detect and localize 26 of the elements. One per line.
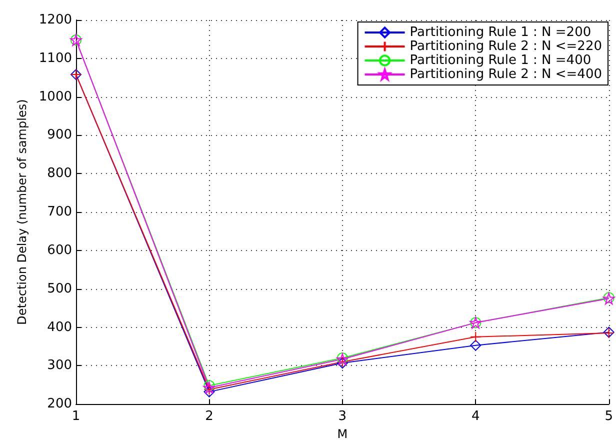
- x-axis-title: M: [337, 427, 348, 441]
- x-tick-label: 5: [604, 409, 614, 424]
- x-tick-label: 4: [472, 409, 480, 424]
- legend-label: Partitioning Rule 1 : N =200: [410, 25, 592, 40]
- y-tick-label: 900: [47, 128, 72, 143]
- y-tick-label: 1100: [38, 50, 72, 66]
- y-tick-label: 300: [47, 358, 72, 374]
- y-tick-label: 400: [47, 320, 72, 335]
- legend-label: Partitioning Rule 2 : N <=220: [410, 39, 602, 54]
- x-tick-label: 2: [205, 409, 214, 424]
- legend-label: Partitioning Rule 1 : N =400: [410, 53, 592, 68]
- y-tick-label: 500: [47, 281, 72, 296]
- y-axis-title: Detection Delay (number of samples): [15, 99, 29, 325]
- y-tick-label: 800: [47, 166, 72, 182]
- x-tick-label: 3: [338, 409, 347, 424]
- y-tick-label: 700: [47, 204, 72, 220]
- x-tick-label: 1: [72, 409, 80, 424]
- point: [203, 382, 216, 394]
- y-tick-label: 1000: [38, 89, 72, 104]
- point: [204, 380, 215, 392]
- legend-label: Partitioning Rule 2 : N <=400: [410, 67, 602, 82]
- y-tick-label: 1200: [38, 12, 72, 28]
- y-tick-label: 600: [47, 242, 72, 258]
- y-tick-label: 200: [47, 396, 72, 412]
- point: [470, 340, 482, 351]
- point: [470, 331, 482, 342]
